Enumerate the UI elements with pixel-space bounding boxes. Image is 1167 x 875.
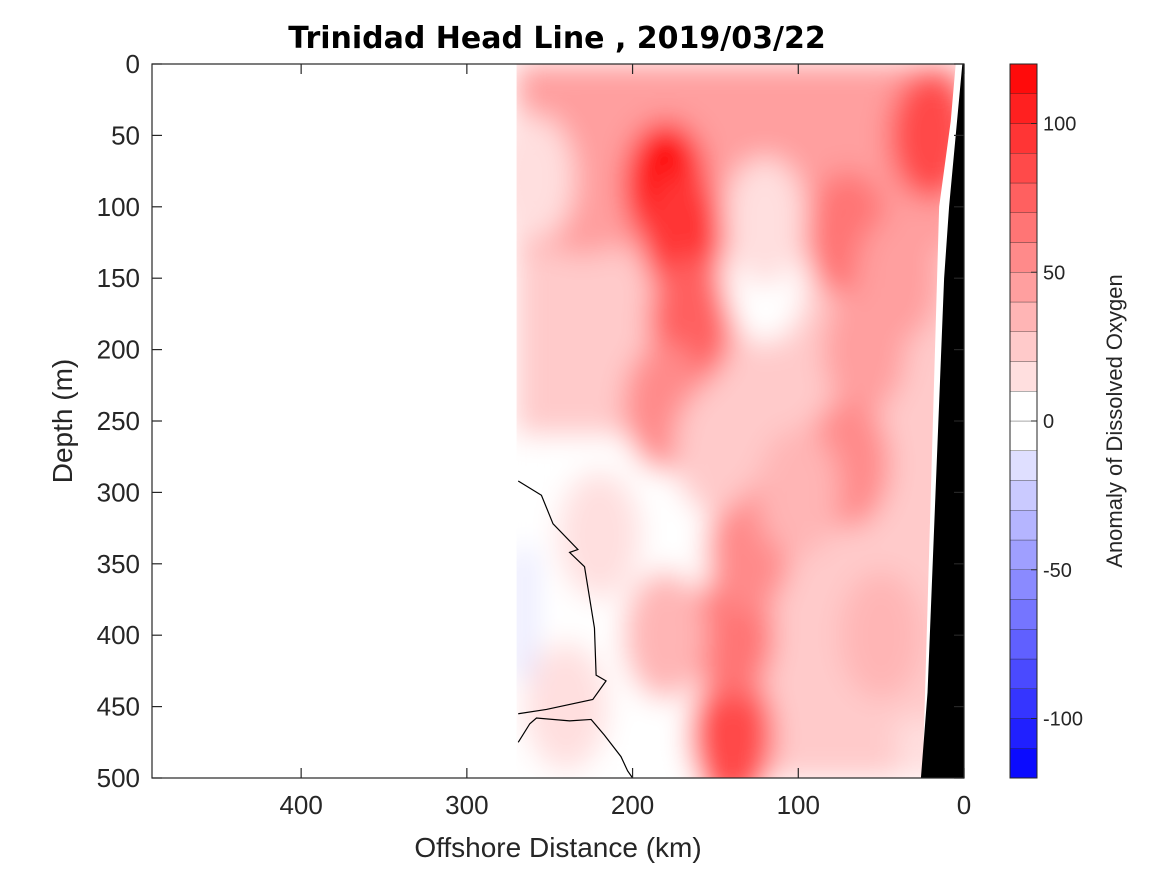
- y-axis: 0 50 100 150 200 250 300 350 400 450 500: [97, 49, 964, 793]
- contour-blob: [839, 570, 923, 700]
- colorbar-ticks: 100 50 0 -50 -100: [1031, 114, 1083, 731]
- contour-blob: [756, 428, 840, 557]
- x-tick-label: 400: [279, 790, 322, 820]
- x-tick-label: 100: [777, 790, 820, 820]
- colorbar-step: [1009, 748, 1038, 779]
- colorbar-tick-label: -50: [1043, 560, 1072, 582]
- plot-area: 400 300 200 100 0 0 50 100 150 200 250 300 350 400 45…: [97, 49, 972, 820]
- y-tick-label: 500: [97, 763, 140, 793]
- colorbar-step: [1009, 599, 1038, 630]
- y-tick-label: 400: [97, 620, 140, 650]
- colorbar-step: [1009, 331, 1038, 362]
- contour-blob: [674, 385, 757, 514]
- y-tick-label: 350: [97, 549, 140, 579]
- colorbar-step: [1009, 391, 1038, 422]
- colorbar-tick-label: 100: [1043, 114, 1076, 136]
- y-tick-label: 250: [97, 406, 140, 436]
- colorbar-step: [1009, 63, 1038, 94]
- colorbar-step: [1009, 658, 1038, 689]
- contour-blob: [624, 570, 708, 700]
- negative-patch: [516, 549, 534, 679]
- colorbar-tick-label: 0: [1043, 411, 1054, 433]
- colorbar-title: Anomaly of Dissolved Oxygen: [1102, 274, 1127, 567]
- bathymetry-shading: [920, 64, 964, 778]
- x-tick-label: 0: [957, 790, 971, 820]
- colorbar-tick-label: -100: [1043, 709, 1083, 731]
- x-axis-title: Offshore Distance (km): [414, 832, 701, 863]
- colorbar-step: [1009, 688, 1038, 719]
- colorbar-step: [1009, 569, 1038, 600]
- y-tick-label: 450: [97, 692, 140, 722]
- x-axis: 400 300 200 100 0: [279, 64, 971, 820]
- colorbar-step: [1009, 361, 1038, 392]
- colorbar-step: [1009, 510, 1038, 541]
- colorbar-steps: [1009, 63, 1038, 779]
- colorbar-step: [1009, 242, 1038, 273]
- contour-blob: [690, 670, 774, 778]
- contour-blob: [723, 156, 807, 286]
- contour-cells: [491, 64, 964, 778]
- colorbar-step: [1009, 301, 1038, 332]
- colorbar: 100 50 0 -50 -100 Anomaly of Dissolved Oxyge…: [1009, 63, 1127, 779]
- colorbar-step: [1009, 153, 1038, 184]
- y-tick-label: 50: [111, 120, 140, 150]
- y-tick-label: 300: [97, 477, 140, 507]
- colorbar-step: [1009, 93, 1038, 124]
- x-tick-label: 300: [445, 790, 488, 820]
- no-data-region: [152, 64, 517, 778]
- x-tick-label: 200: [611, 790, 654, 820]
- y-tick-label: 200: [97, 335, 140, 365]
- y-tick-label: 150: [97, 263, 140, 293]
- colorbar-step: [1009, 480, 1038, 511]
- colorbar-step: [1009, 629, 1038, 660]
- y-axis-title: Depth (m): [47, 359, 78, 483]
- colorbar-step: [1009, 539, 1038, 570]
- colorbar-step: [1009, 182, 1038, 213]
- colorbar-step: [1009, 272, 1038, 303]
- y-tick-label: 0: [126, 49, 140, 79]
- contour-field: [152, 64, 964, 778]
- zero-contour-line: [517, 480, 607, 715]
- y-tick-label: 100: [97, 192, 140, 222]
- chart-title: Trinidad Head Line , 2019/03/22: [288, 21, 825, 56]
- colorbar-step: [1009, 212, 1038, 243]
- colorbar-tick-label: 50: [1043, 262, 1065, 284]
- colorbar-step: [1009, 718, 1038, 749]
- contour-blob: [856, 213, 940, 343]
- colorbar-step: [1009, 123, 1038, 154]
- zero-contour-line: [517, 717, 634, 778]
- contour-blob: [558, 470, 641, 600]
- colorbar-step: [1009, 420, 1038, 451]
- contour-blob: [524, 642, 608, 771]
- colorbar-step: [1009, 450, 1038, 481]
